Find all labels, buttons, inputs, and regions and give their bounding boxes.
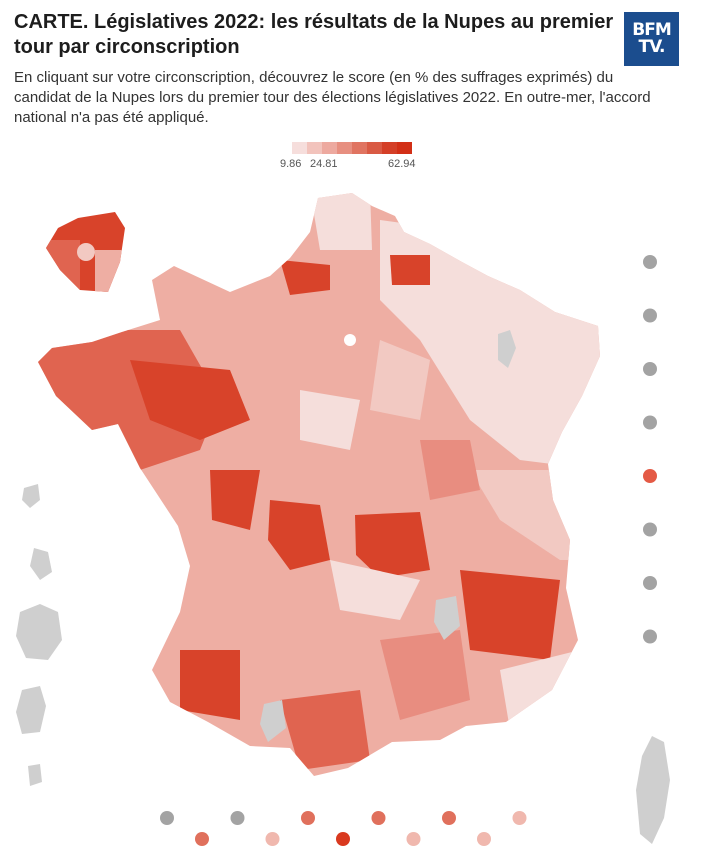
logo-line-1: BFM [632, 20, 671, 40]
territory-marker[interactable] [643, 576, 657, 590]
territory-marker[interactable] [643, 629, 657, 644]
territory-marker[interactable] [195, 832, 209, 846]
overseas-mayotte[interactable] [28, 764, 42, 786]
ile-de-france-inset[interactable] [46, 212, 125, 292]
legend-swatch [322, 142, 337, 154]
legend-max-label: 62.94 [388, 158, 416, 170]
legend-swatch [382, 142, 397, 154]
territory-marker[interactable] [477, 832, 491, 846]
bfmtv-logo: BFM TV. [624, 12, 679, 66]
territory-marker[interactable] [371, 811, 386, 825]
territory-marker[interactable] [336, 832, 350, 846]
territory-marker[interactable] [160, 811, 174, 825]
legend-color-scale [292, 142, 412, 154]
legend-swatch [397, 142, 412, 154]
france-metropolitan-map[interactable] [30, 190, 600, 776]
territory-marker[interactable] [643, 308, 657, 323]
territory-marker[interactable] [643, 469, 657, 483]
legend-min-label: 9.86 [280, 158, 302, 170]
legend-swatch [367, 142, 382, 154]
territory-marker[interactable] [442, 811, 456, 825]
color-legend: 9.86 24.81 62.94 [280, 142, 416, 174]
territory-marker[interactable] [643, 522, 657, 537]
territory-marker[interactable] [643, 255, 657, 269]
territory-marker[interactable] [512, 811, 527, 825]
legend-swatch [307, 142, 322, 154]
bottom-row-markers [160, 811, 527, 846]
overseas-reunion[interactable] [16, 686, 46, 734]
legend-labels: 9.86 24.81 62.94 [280, 158, 416, 174]
overseas-guyane[interactable] [16, 604, 62, 660]
legend-swatch [337, 142, 352, 154]
legend-swatch [352, 142, 367, 154]
corsica[interactable] [636, 736, 670, 844]
territory-marker[interactable] [406, 832, 421, 846]
page-title: CARTE. Législatives 2022: les résultats … [14, 11, 614, 58]
overseas-guadeloupe[interactable] [22, 484, 40, 508]
logo-line-2: TV. [638, 37, 665, 57]
territory-marker[interactable] [643, 362, 657, 376]
territory-marker[interactable] [230, 811, 245, 825]
right-column-markers [643, 255, 657, 644]
overseas-martinique[interactable] [30, 548, 52, 580]
territory-marker[interactable] [643, 415, 657, 430]
territory-marker[interactable] [301, 811, 315, 825]
page-subtitle: En cliquant sur votre circonscription, d… [14, 69, 651, 126]
territory-marker[interactable] [265, 832, 280, 846]
overseas-territories[interactable] [16, 484, 670, 844]
legend-swatch [292, 142, 307, 154]
legend-mid-label: 24.81 [310, 158, 338, 170]
france-choropleth-map[interactable] [0, 170, 709, 868]
